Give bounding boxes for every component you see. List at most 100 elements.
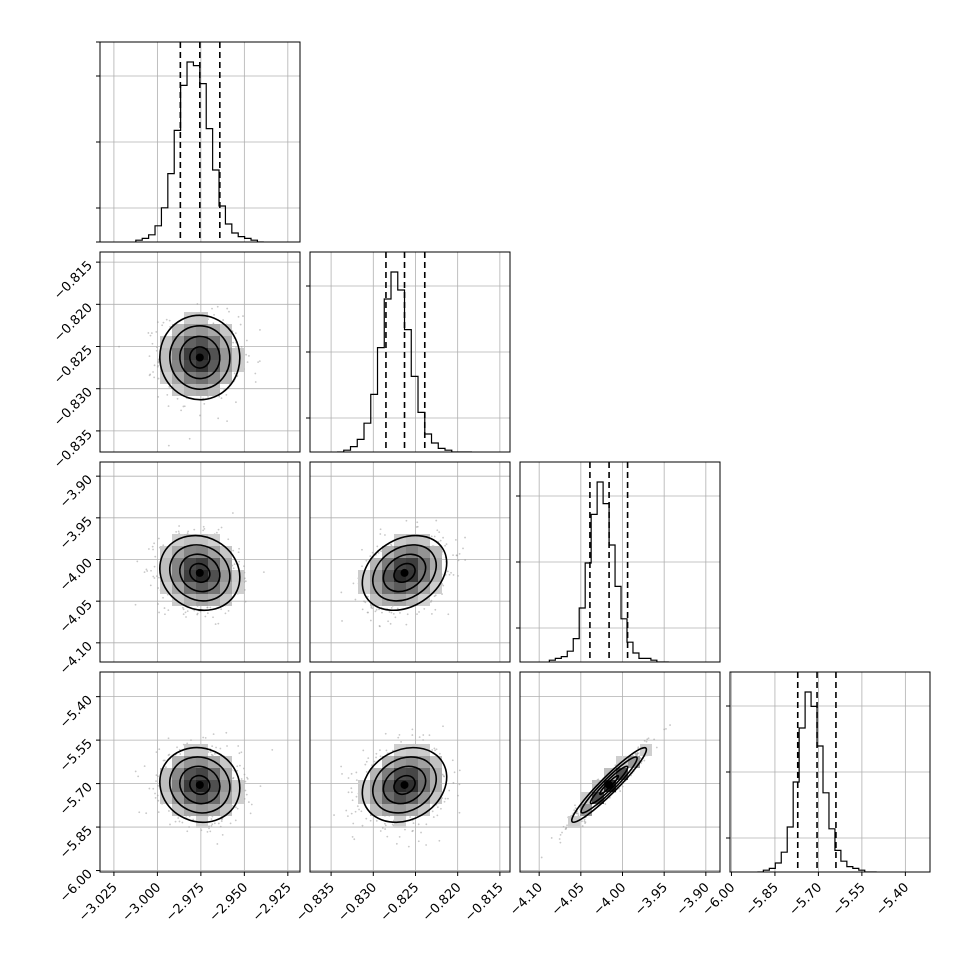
sample-point (154, 796, 157, 799)
sample-point (202, 529, 205, 532)
x-tick-label: −0.830 (335, 880, 380, 925)
sample-point (179, 753, 182, 755)
contour-line (393, 774, 416, 796)
sample-point (645, 740, 648, 743)
sample-point (193, 528, 196, 531)
density-peak (400, 568, 409, 577)
sample-point (398, 733, 401, 736)
density-cell (370, 570, 382, 582)
x-tick-label: −5.40 (873, 880, 912, 919)
sample-point (435, 748, 438, 751)
density-cell (358, 570, 370, 582)
sample-point (153, 577, 156, 579)
sample-point (450, 571, 452, 574)
density-cell (220, 546, 232, 558)
sample-point (150, 332, 153, 334)
density-cell (370, 594, 382, 606)
sample-point (214, 752, 216, 755)
panel-content (540, 724, 671, 859)
sample-point (399, 611, 401, 614)
sample-point (464, 559, 467, 561)
sample-point (366, 595, 369, 598)
sample-point (416, 521, 419, 524)
sample-point (428, 734, 431, 737)
density-cell (184, 558, 196, 570)
sample-point (232, 777, 234, 780)
sample-point (244, 789, 247, 792)
gridlines (310, 252, 510, 452)
density-cell (196, 336, 208, 348)
sample-point (145, 568, 148, 571)
sample-point (225, 731, 228, 734)
sample-point (213, 822, 216, 825)
sample-point (442, 725, 444, 728)
sample-point (386, 835, 389, 838)
sample-point (454, 538, 457, 541)
sample-point (422, 734, 425, 736)
sample-point (573, 809, 576, 811)
sample-point (243, 773, 246, 776)
sample-point (178, 532, 181, 535)
sample-point (398, 835, 401, 838)
sample-point (619, 790, 622, 792)
sample-point (621, 785, 624, 788)
sample-point (156, 346, 158, 349)
sample-point (211, 823, 214, 826)
density-cell (172, 348, 184, 360)
sample-point (151, 545, 154, 548)
sample-point (202, 525, 205, 528)
density-cell (172, 780, 184, 792)
sample-point (347, 777, 350, 779)
sample-point (390, 543, 392, 546)
density-cell (220, 594, 232, 606)
density-cell (160, 372, 172, 384)
sample-point (148, 355, 151, 358)
sample-point (387, 620, 390, 623)
density-cell (184, 744, 196, 756)
sample-point (411, 728, 414, 731)
sample-point (224, 612, 227, 615)
sample-point (254, 381, 257, 383)
sample-point (231, 512, 234, 514)
panel-content (333, 725, 461, 848)
sample-point (378, 625, 381, 627)
sample-point (429, 601, 432, 603)
density-cell (604, 768, 616, 780)
sample-point (246, 361, 249, 364)
density-cell (196, 312, 208, 324)
sample-point (157, 811, 160, 814)
sample-point (212, 733, 215, 736)
sample-point (417, 840, 420, 843)
sample-point (462, 547, 464, 550)
density-cell (184, 792, 196, 804)
sample-point (355, 771, 358, 774)
density-cell (160, 558, 172, 570)
sample-point (431, 749, 434, 751)
contour-line (382, 553, 427, 593)
density-cell (382, 756, 394, 768)
sample-point (392, 612, 395, 615)
sample-point (209, 606, 212, 609)
sample-point (211, 307, 213, 310)
sample-point (583, 820, 586, 823)
density-cell (418, 558, 430, 570)
sample-point (432, 816, 435, 818)
sample-point (219, 825, 222, 828)
sample-point (148, 374, 151, 377)
y-tick-label: −0.830 (51, 385, 96, 430)
panel-content (134, 731, 274, 845)
sample-point (354, 810, 357, 813)
sample-point (244, 780, 247, 783)
density-cell (406, 744, 418, 756)
contour-line (189, 562, 211, 584)
sample-point (375, 752, 378, 755)
sample-point (211, 815, 214, 818)
density-cell (220, 756, 232, 768)
sample-point (438, 531, 441, 534)
density-cell (184, 360, 196, 372)
density-cell (232, 348, 244, 360)
sample-point (453, 771, 456, 774)
sample-point (187, 530, 189, 533)
sample-point (162, 596, 164, 599)
sample-point (153, 565, 156, 568)
